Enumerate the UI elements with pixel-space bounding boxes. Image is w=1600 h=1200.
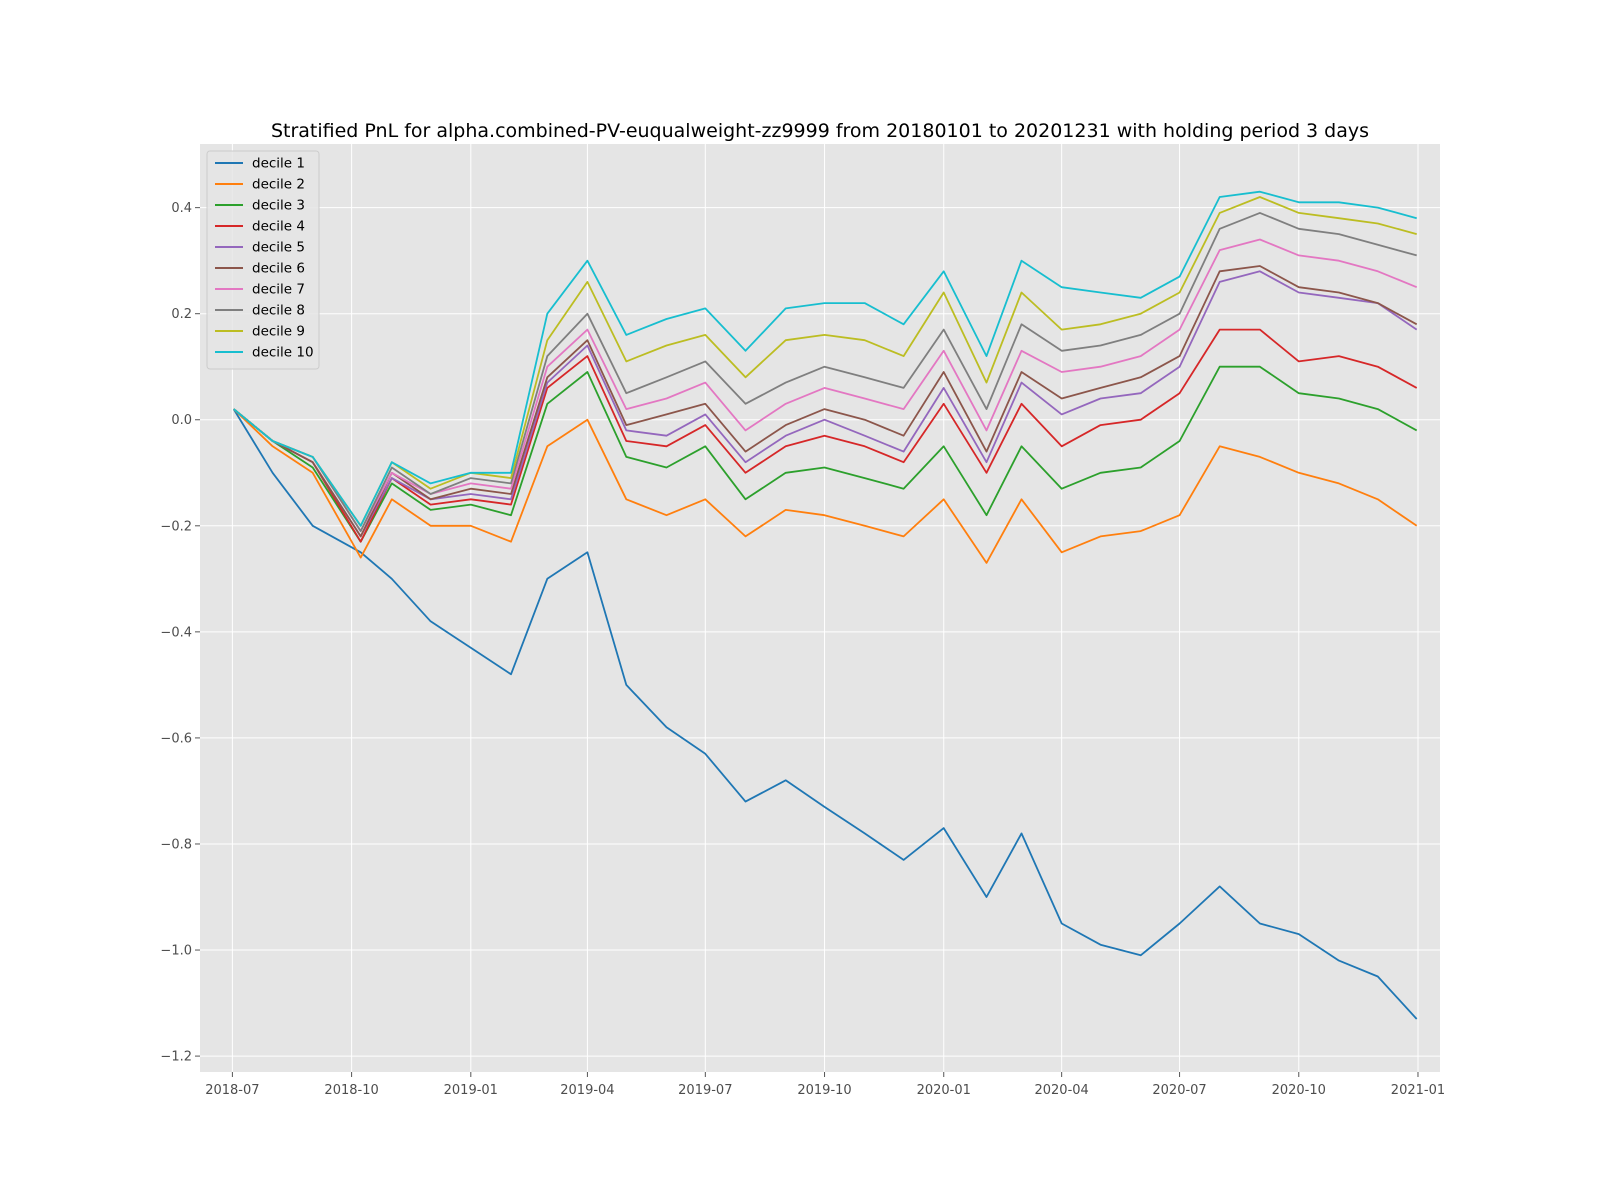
x-axis: 2018-07 2018-10 2019-01 2019-04 2019-07 2019-… — [205, 1072, 1445, 1098]
x-tick-label: 2019-07 — [678, 1083, 732, 1098]
series-line-decile-6 — [233, 265, 1418, 538]
y-tick-label: −0.8 — [160, 837, 192, 852]
plot-area — [200, 144, 1440, 1072]
legend-label: decile 4 — [252, 219, 305, 235]
y-tick-label: −0.6 — [160, 731, 192, 746]
x-tick-label: 2020-04 — [1034, 1083, 1088, 1098]
series-lines — [232, 190, 1418, 1020]
series-line-decile-1 — [232, 408, 1418, 1020]
y-tick-label: −1.0 — [160, 944, 192, 959]
legend-label: decile 7 — [252, 282, 305, 298]
x-tick-label: 2018-10 — [324, 1083, 378, 1098]
x-tick-label: 2020-07 — [1152, 1083, 1206, 1098]
x-tick-label: 2019-10 — [797, 1083, 851, 1098]
legend-label: decile 8 — [252, 303, 305, 319]
y-tick-label: −0.4 — [160, 625, 192, 640]
y-axis: −1.2 −1.0 −0.8 −0.6 −0.4 −0.2 0.0 0.2 0.4 — [160, 201, 200, 1065]
legend-label: decile 6 — [252, 261, 305, 277]
legend-label: decile 5 — [252, 240, 305, 256]
legend-label: decile 1 — [252, 156, 305, 172]
legend-label: decile 10 — [252, 345, 314, 361]
series-line-decile-4 — [233, 328, 1418, 543]
chart-title: Stratified PnL for alpha.combined-PV-euq… — [271, 120, 1369, 142]
x-tick-label: 2020-01 — [917, 1083, 971, 1098]
series-line-decile-9 — [233, 196, 1417, 527]
series-line-decile-3 — [233, 365, 1418, 543]
y-tick-label: 0.4 — [171, 201, 192, 216]
grid-lines — [200, 144, 1440, 1072]
x-tick-label: 2019-01 — [444, 1083, 498, 1098]
x-tick-label: 2021-01 — [1391, 1083, 1445, 1098]
legend-label: decile 9 — [252, 324, 305, 340]
y-tick-label: 0.2 — [171, 307, 192, 322]
legend-label: decile 3 — [252, 198, 305, 214]
series-line-decile-2 — [233, 408, 1418, 564]
legend-label: decile 2 — [252, 177, 305, 193]
y-tick-label: 0.0 — [171, 413, 192, 428]
y-tick-label: −1.2 — [160, 1050, 192, 1065]
series-line-decile-8 — [233, 211, 1417, 532]
series-line-decile-10 — [233, 190, 1417, 527]
x-tick-label: 2020-10 — [1272, 1083, 1326, 1098]
legend: decile 1 decile 2 decile 3 decile 4 decile 5… — [206, 150, 320, 370]
x-tick-label: 2019-04 — [560, 1083, 614, 1098]
x-tick-label: 2018-07 — [205, 1083, 259, 1098]
y-tick-label: −0.2 — [160, 519, 192, 534]
